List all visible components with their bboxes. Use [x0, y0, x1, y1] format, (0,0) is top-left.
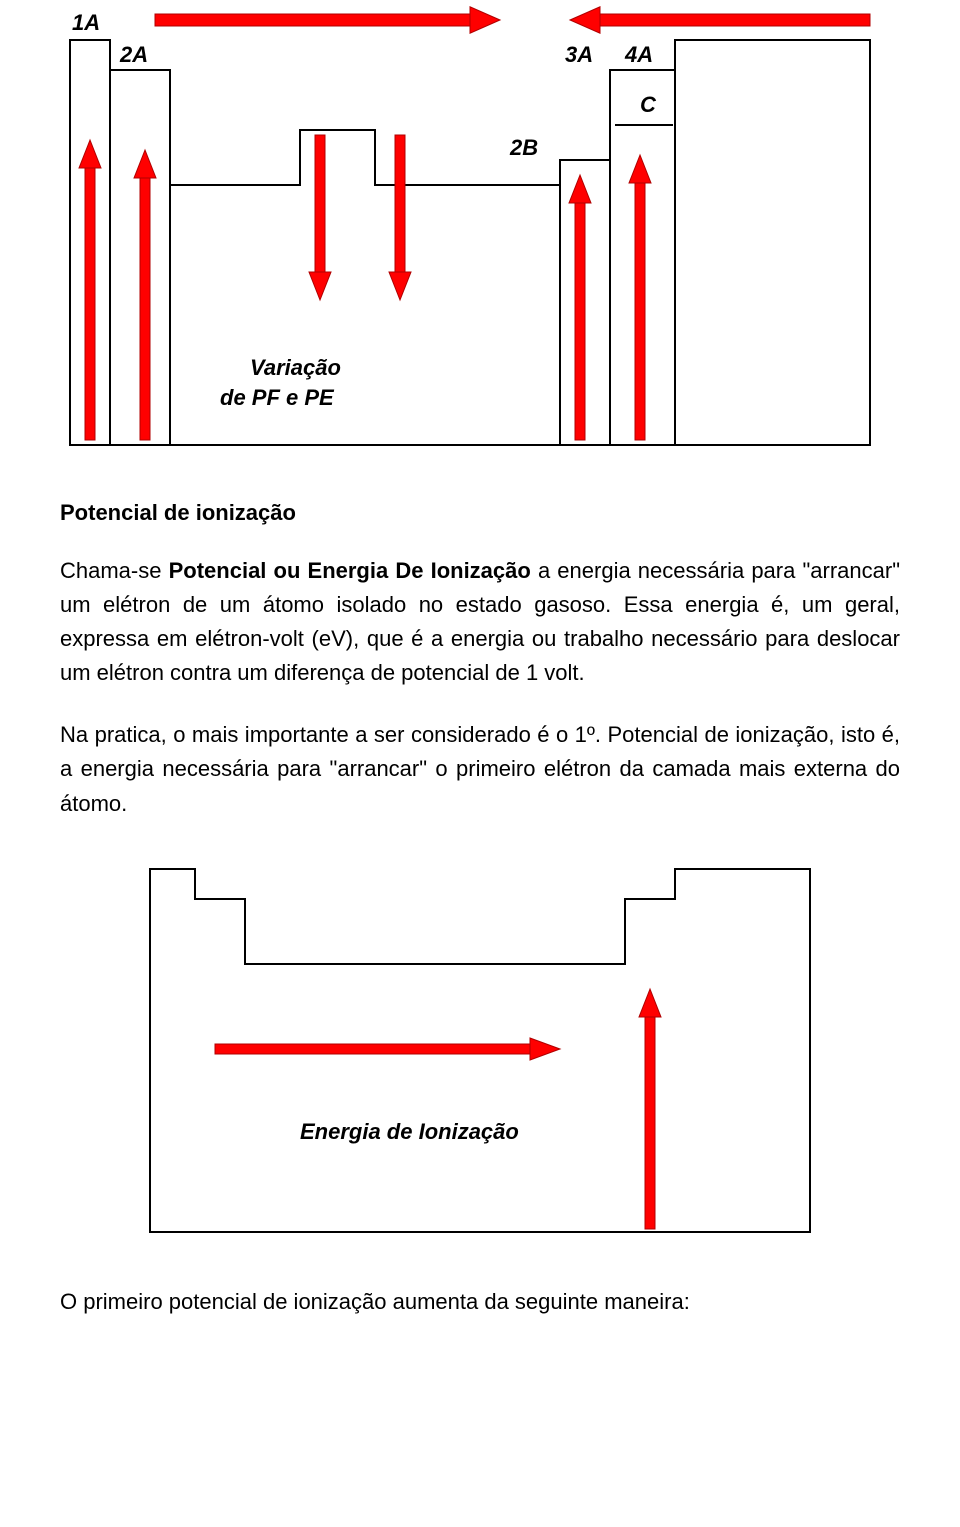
- paragraph-1: Chama-se Potencial ou Energia De Ionizaç…: [60, 554, 900, 690]
- p1-part1: Chama-se: [60, 558, 169, 583]
- text-content: Potencial de ionização Chama-se Potencia…: [60, 500, 900, 821]
- diagram-variacao-pf-pe: 1A 2A 2B 3A 4A C Variação de PF e PE: [60, 0, 900, 470]
- svg-text:3A: 3A: [565, 42, 593, 67]
- diagram-energia-ionizacao: Energia de Ionização: [130, 849, 830, 1249]
- svg-text:Variação: Variação: [250, 355, 341, 380]
- paragraph-2: Na pratica, o mais importante a ser cons…: [60, 718, 900, 820]
- svg-text:de PF e PE: de PF e PE: [220, 385, 335, 410]
- section-heading: Potencial de ionização: [60, 500, 900, 526]
- svg-text:2B: 2B: [509, 135, 538, 160]
- final-line: O primeiro potencial de ionização aument…: [60, 1289, 900, 1315]
- svg-text:2A: 2A: [119, 42, 148, 67]
- svg-text:C: C: [640, 92, 657, 117]
- svg-text:Energia de Ionização: Energia de Ionização: [300, 1119, 519, 1144]
- svg-text:4A: 4A: [624, 42, 653, 67]
- p1-bold: Potencial ou Energia De Ionização: [169, 558, 531, 583]
- svg-text:1A: 1A: [72, 10, 100, 35]
